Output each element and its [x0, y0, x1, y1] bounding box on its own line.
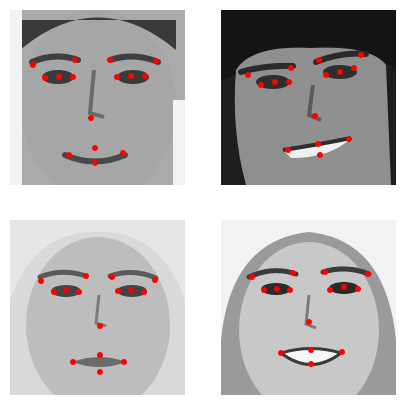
face-image-2	[221, 10, 396, 185]
keypoint-mouth-left	[278, 350, 284, 356]
face-panel-top-left	[10, 10, 185, 185]
keypoint-left-eye-center	[63, 287, 69, 293]
keypoint-left-eye-inner	[286, 79, 292, 85]
keypoint-right-eyebrow-inner	[107, 57, 113, 63]
keypoint-right-eye-center	[128, 287, 134, 293]
keypoint-right-eye-outer	[355, 286, 361, 292]
keypoint-left-eye-inner	[287, 287, 293, 293]
keypoint-left-eye-outer	[51, 289, 57, 295]
keypoint-left-eyebrow-outer	[249, 274, 255, 280]
face-panel-bottom-right	[221, 220, 396, 395]
keypoint-left-eyebrow-outer	[245, 72, 251, 78]
keypoint-left-eye-inner	[70, 74, 76, 80]
keypoint-right-eye-inner	[323, 72, 329, 78]
keypoint-right-eye-center	[337, 69, 343, 75]
keypoint-right-eye-inner	[327, 287, 333, 293]
keypoint-left-eye-center	[272, 79, 278, 85]
keypoint-right-eyebrow-outer	[358, 52, 364, 58]
keypoint-right-eyebrow-outer	[365, 271, 371, 277]
keypoint-left-eye-outer	[42, 75, 48, 81]
keypoint-mouth-right	[120, 150, 126, 156]
keypoint-mouth-bottom	[317, 152, 323, 158]
keypoint-right-eyebrow-outer	[152, 277, 158, 283]
face-panel-bottom-left	[10, 220, 185, 395]
keypoint-mouth-bottom	[92, 160, 98, 166]
keypoint-mouth-top	[97, 352, 103, 358]
keypoint-left-eyebrow-inner	[72, 57, 78, 63]
keypoint-nose-tip	[312, 113, 318, 119]
keypoint-left-eye-outer	[258, 82, 264, 88]
keypoint-right-eye-center	[341, 284, 347, 290]
keypoint-right-eye-outer	[141, 289, 147, 295]
keypoint-left-eye-center	[274, 286, 280, 292]
keypoint-left-eyebrow-inner	[288, 65, 294, 71]
keypoint-mouth-left	[70, 359, 76, 365]
keypoint-left-eyebrow-outer	[38, 278, 44, 284]
face-image-3	[10, 220, 185, 395]
face-panel-top-right	[221, 10, 396, 185]
keypoint-right-eyebrow-outer	[153, 58, 159, 64]
face-image-1	[10, 10, 185, 185]
keypoint-mouth-right	[346, 136, 352, 142]
keypoint-right-eye-center	[128, 73, 134, 79]
keypoint-left-eyebrow-inner	[290, 270, 296, 276]
keypoint-left-eye-inner	[76, 289, 82, 295]
keypoint-right-eyebrow-inner	[316, 57, 322, 63]
keypoint-right-eye-inner	[115, 288, 121, 294]
keypoint-mouth-bottom	[308, 361, 314, 367]
keypoint-mouth-top	[92, 145, 98, 151]
keypoint-right-eye-outer	[142, 73, 148, 79]
keypoint-left-eye-center	[56, 74, 62, 80]
keypoint-mouth-left	[285, 147, 291, 153]
keypoint-nose-tip	[306, 319, 312, 325]
keypoint-left-eyebrow-outer	[30, 62, 36, 68]
keypoint-mouth-right	[339, 349, 345, 355]
keypoint-mouth-left	[66, 152, 72, 158]
keypoint-mouth-top	[308, 347, 314, 353]
keypoint-left-eyebrow-inner	[83, 273, 89, 279]
keypoint-mouth-top	[315, 141, 321, 147]
face-image-4	[221, 220, 396, 395]
keypoint-left-eye-outer	[261, 287, 267, 293]
keypoint-mouth-right	[121, 359, 127, 365]
keypoint-mouth-bottom	[97, 369, 103, 375]
keypoint-right-eyebrow-inner	[322, 269, 328, 275]
keypoint-nose-tip	[97, 323, 103, 329]
keypoint-right-eye-outer	[351, 65, 357, 71]
keypoint-right-eye-inner	[114, 74, 120, 80]
keypoint-right-eyebrow-inner	[109, 274, 115, 280]
keypoint-nose-tip	[88, 115, 94, 121]
